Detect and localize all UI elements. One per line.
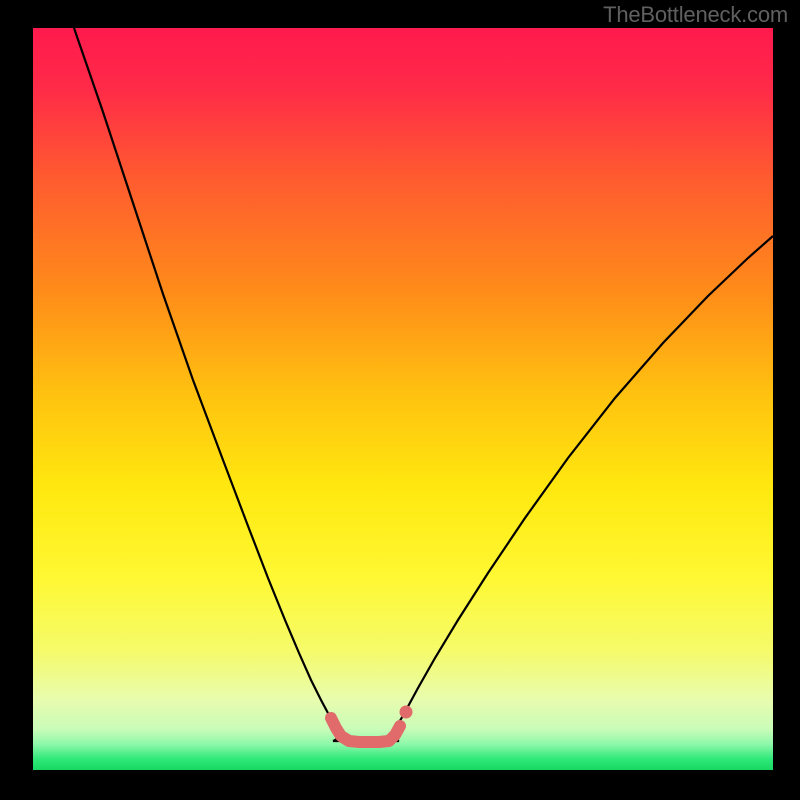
watermark-text: TheBottleneck.com (603, 2, 788, 28)
bottleneck-curve (33, 28, 773, 770)
curve-right-branch (397, 236, 773, 726)
trough-marker-segment (331, 718, 400, 742)
curve-left-branch (74, 28, 335, 726)
plot-area (33, 28, 773, 770)
trough-marker-end-dot (400, 706, 413, 719)
